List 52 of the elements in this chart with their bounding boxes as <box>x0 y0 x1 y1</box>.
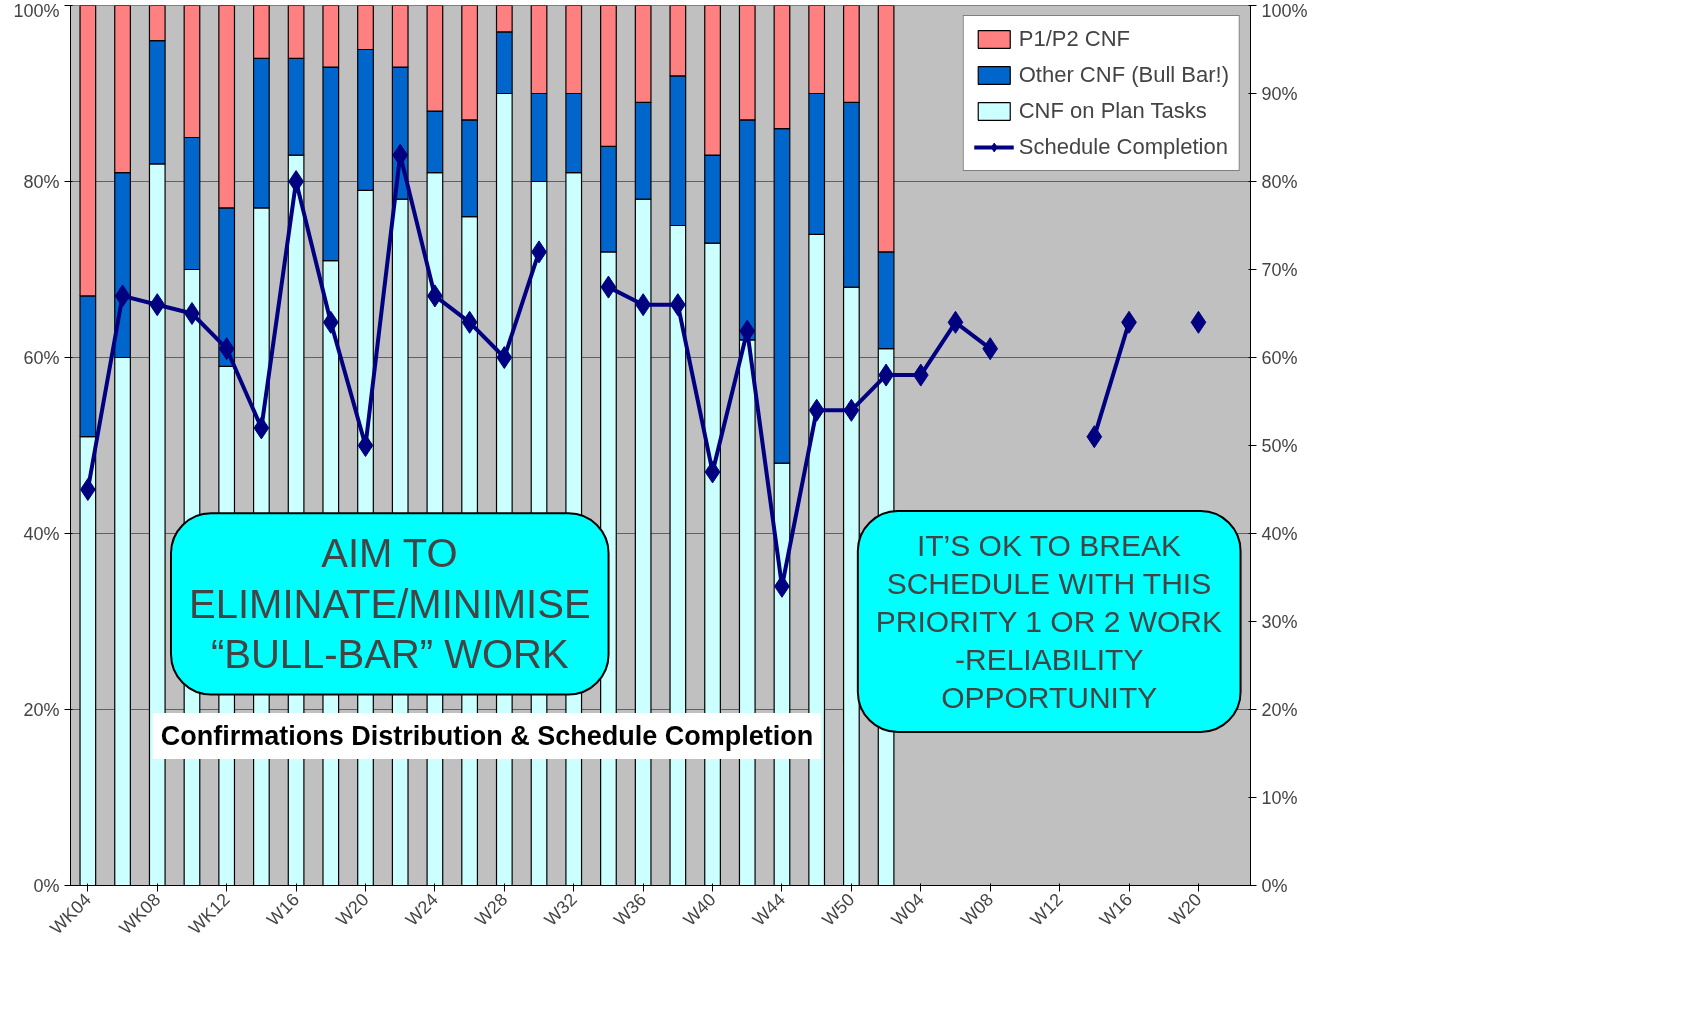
x-tick-label: W28 <box>471 889 512 930</box>
legend-label: CNF on Plan Tasks <box>1018 98 1207 124</box>
point <box>704 460 721 484</box>
legend-label: P1/P2 CNF <box>1018 26 1130 52</box>
x-tick-label: W50 <box>818 889 859 930</box>
y2-tick-label: 0% <box>1261 875 1288 896</box>
y2-tick-label: 20% <box>1261 699 1298 720</box>
y-tick-label: 60% <box>23 347 60 368</box>
point <box>322 310 339 334</box>
x-tick-label: W20 <box>1165 889 1206 930</box>
x-tick-label: W16 <box>1095 889 1137 930</box>
x-tick-label: W32 <box>540 889 581 930</box>
point <box>947 310 964 334</box>
x-tick-label: W36 <box>609 889 651 930</box>
annotation: IT’S OK TO BREAK SCHEDULE WITH THIS PRIORITY 1 OR 2 WORK -RELIABILITY OPPORTUNITY <box>875 529 1223 714</box>
y2-tick-label: 90% <box>1261 83 1298 104</box>
point <box>843 398 860 422</box>
point <box>114 284 131 308</box>
point <box>912 363 929 387</box>
point <box>808 398 825 422</box>
y2-tick-label: 60% <box>1261 347 1298 368</box>
y-tick-label: 40% <box>23 523 60 544</box>
x-tick-label: W40 <box>679 889 720 930</box>
y2-tick-label: 100% <box>1261 0 1308 21</box>
point <box>461 310 478 334</box>
point <box>600 275 617 299</box>
point <box>1190 310 1207 334</box>
x-tick-label: W16 <box>262 889 304 930</box>
y-tick-label: 100% <box>13 0 60 21</box>
x-tick-label: W44 <box>748 889 790 930</box>
text: Confirmations Distribution & Schedule Completion <box>160 720 814 751</box>
y2-tick-label: 70% <box>1261 259 1298 280</box>
x-tick-label: W20 <box>332 889 373 930</box>
point <box>253 416 270 440</box>
x-tick-label: W12 <box>1026 889 1067 930</box>
y2-tick-label: 40% <box>1261 523 1298 544</box>
point <box>149 293 166 317</box>
annotation: AIM TO ELIMINATE/MINIMISE “BULL-BAR” WORK <box>189 531 591 677</box>
legend-label: Other CNF (Bull Bar!) <box>1018 62 1229 88</box>
legend-label: Schedule Completion <box>1018 134 1228 160</box>
y-tick-label: 20% <box>23 699 60 720</box>
y-tick-label: 0% <box>33 875 60 896</box>
y2-tick-label: 50% <box>1261 435 1298 456</box>
point <box>1086 425 1103 449</box>
point <box>218 337 235 361</box>
x-tick-label: W08 <box>956 889 998 930</box>
point <box>496 346 513 369</box>
y2-tick-label: 30% <box>1261 611 1298 632</box>
y2-tick-label: 10% <box>1261 787 1298 808</box>
y2-tick-label: 80% <box>1261 171 1298 192</box>
y-tick-label: 80% <box>23 171 60 192</box>
point <box>982 337 999 361</box>
